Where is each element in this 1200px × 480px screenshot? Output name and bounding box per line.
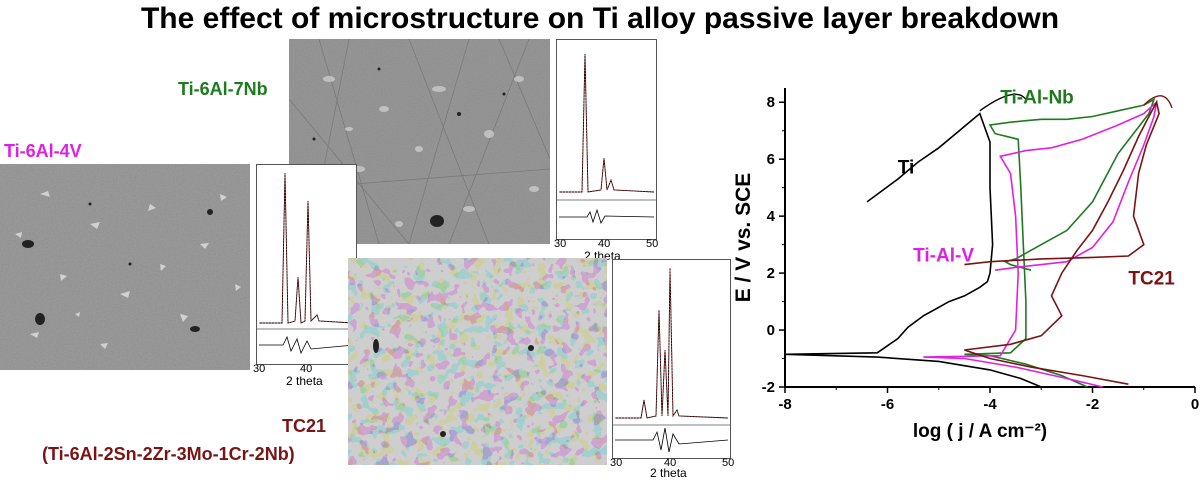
xrd-tick: 40 [598, 238, 611, 250]
arrow-tc21 [1143, 95, 1173, 109]
series-line-ti [784, 112, 1042, 388]
ti6al4v-label: Ti-6Al-4V [4, 141, 82, 161]
x-axis-label: log ( j / A cm⁻²) [913, 421, 1047, 442]
xrd-tick: 40 [664, 457, 677, 469]
tc21-xrd-plot [612, 259, 731, 459]
xrd-tick: 30 [253, 363, 266, 375]
xrd-tick: 30 [610, 457, 623, 469]
series-line-ti-al-nb [964, 97, 1156, 388]
y-tick-label: 4 [767, 208, 776, 225]
tc21-label: TC21 [282, 416, 327, 436]
y-tick-label: 2 [767, 265, 775, 282]
ti6al7nb-label: Ti-6Al-7Nb [178, 79, 268, 99]
series-line-ti-al-v [923, 100, 1158, 388]
tc21-composition-label: (Ti-6Al-2Sn-2Zr-3Mo-1Cr-2Nb) [42, 444, 295, 464]
xrd-tick: 50 [722, 457, 735, 469]
y-tick-label: 6 [767, 151, 775, 168]
x-tick-label: -6 [881, 396, 894, 413]
x-tick-label: 0 [1191, 396, 1199, 413]
ti6al4v-xrd-plot [256, 164, 357, 365]
chart-annotation: TC21 [1128, 268, 1175, 289]
xrd-xlabel: 2 theta [286, 374, 323, 388]
ti6al4v-micrograph [0, 164, 250, 370]
ti6al7nb-micrograph [289, 39, 550, 244]
y-tick-label: -2 [762, 379, 775, 396]
ti6al7nb-xrd-plot [556, 39, 657, 240]
y-tick-label: 8 [767, 94, 775, 111]
chart-annotation: Ti-Al-Nb [1000, 88, 1074, 109]
x-tick-label: -2 [1086, 396, 1099, 413]
y-tick-label: 0 [767, 322, 775, 339]
y-axis-label: E / V vs. SCE [732, 173, 755, 303]
x-tick-label: -8 [778, 396, 791, 413]
xrd-xlabel: 2 theta [650, 466, 687, 480]
xrd-tick: 50 [646, 238, 659, 250]
series-line-tc21 [964, 99, 1160, 385]
chart-annotation: Ti [898, 157, 915, 178]
chart-annotation: Ti-Al-V [913, 246, 974, 267]
tc21-micrograph [348, 258, 607, 465]
x-tick-label: -4 [983, 396, 997, 413]
arrow-ti [979, 93, 1027, 112]
xrd-tick: 30 [554, 238, 567, 250]
xrd-tick: 40 [300, 363, 313, 375]
polarization-chart: -8 -6 -4 -2 0 -2 0 2 4 6 8 log ( j / A cm⁻²) E / V v… [732, 88, 1199, 442]
page-title: The effect of microstructure on Ti alloy… [140, 2, 1060, 35]
